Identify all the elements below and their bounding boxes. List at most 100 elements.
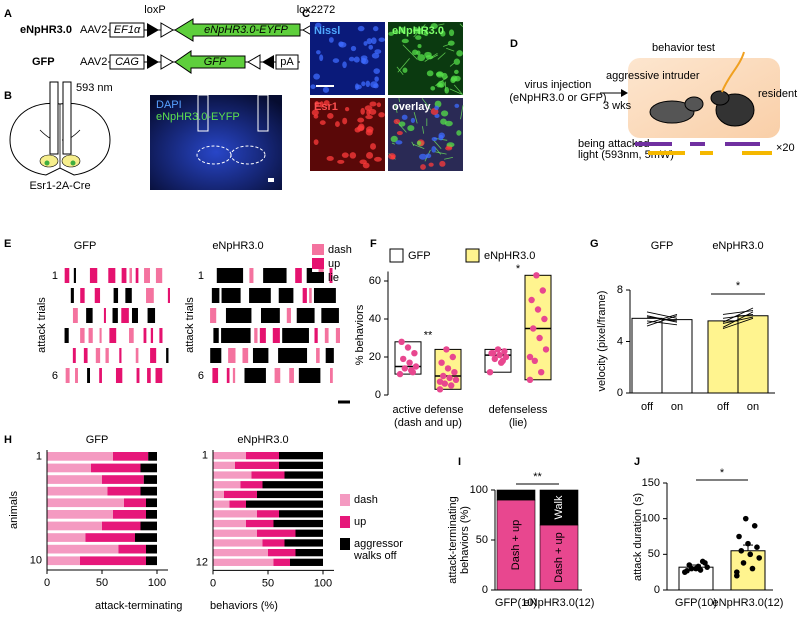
data-point bbox=[496, 351, 503, 359]
raster-event bbox=[103, 308, 106, 323]
data-point bbox=[738, 547, 745, 554]
cell bbox=[431, 136, 438, 142]
y-tick-label: 1 bbox=[36, 450, 42, 462]
cell bbox=[430, 86, 436, 91]
bar-segment bbox=[135, 533, 157, 542]
raster-event bbox=[125, 288, 132, 303]
data-point bbox=[740, 560, 747, 566]
y-tick-label: 20 bbox=[369, 351, 381, 363]
legend-swatch bbox=[465, 248, 480, 263]
data-point bbox=[533, 272, 540, 279]
bar-segment bbox=[213, 461, 235, 469]
cell bbox=[415, 35, 422, 40]
data-point bbox=[499, 357, 506, 364]
x-tick-label: (dash and up) bbox=[394, 417, 462, 429]
bar-segment bbox=[268, 549, 296, 557]
raster-event bbox=[316, 348, 320, 363]
bar-segment bbox=[273, 558, 290, 566]
bar-segment bbox=[213, 490, 224, 499]
data-point bbox=[396, 370, 404, 378]
panel-label: I bbox=[458, 456, 461, 468]
bar-segment bbox=[539, 489, 579, 526]
cell bbox=[420, 164, 426, 170]
data-point bbox=[734, 569, 740, 575]
raster-event bbox=[87, 368, 91, 383]
wavelength: 593 nm bbox=[76, 82, 113, 94]
panel-b: 593 nm Esr1-2A-Cre DAPI eNpHR3.0-EYFP bbox=[9, 81, 282, 192]
bar-segment bbox=[213, 549, 268, 557]
annotation: * bbox=[516, 263, 521, 275]
fiber-signal bbox=[434, 151, 447, 155]
cell bbox=[371, 37, 377, 45]
bar-segment bbox=[279, 452, 323, 460]
fiber-signal bbox=[422, 126, 425, 134]
bar-segment bbox=[229, 500, 246, 508]
trial-label: 6 bbox=[198, 370, 204, 382]
optic-fiber bbox=[49, 81, 59, 155]
cell bbox=[439, 160, 446, 167]
cell bbox=[335, 121, 340, 128]
x-tick-label: eNpHR3.0(12) bbox=[524, 597, 595, 609]
bar-segment bbox=[113, 452, 149, 461]
raster-event bbox=[210, 348, 222, 363]
fiber-signal bbox=[421, 98, 432, 111]
x-tick-label: active defense bbox=[393, 404, 464, 416]
annotation: * bbox=[736, 280, 741, 292]
raster-event bbox=[335, 328, 340, 343]
y-tick-label: 60 bbox=[369, 275, 381, 287]
raster-event bbox=[112, 308, 118, 323]
gene: eNpHR3.0-EYFP bbox=[204, 24, 288, 36]
y-tick-label: 10 bbox=[30, 555, 42, 567]
tile-label: eNpHR3.0 bbox=[392, 25, 444, 37]
bar-segment bbox=[47, 452, 113, 461]
cell bbox=[394, 30, 399, 35]
lox-site bbox=[147, 55, 159, 69]
cell bbox=[396, 131, 403, 136]
cell bbox=[350, 45, 357, 52]
raster-event bbox=[211, 288, 220, 303]
raster-event bbox=[136, 368, 140, 383]
segment-label: Dash + up bbox=[553, 532, 565, 582]
cell bbox=[436, 72, 443, 77]
light-epoch bbox=[742, 151, 772, 155]
bar-segment bbox=[146, 510, 157, 519]
bar-segment bbox=[246, 519, 274, 528]
annotation: * bbox=[720, 467, 725, 479]
bar-segment bbox=[284, 539, 323, 547]
x-tick-label: 50 bbox=[262, 577, 274, 589]
raster-event bbox=[252, 348, 269, 363]
y-tick-label: 8 bbox=[617, 284, 623, 296]
cell bbox=[447, 40, 455, 46]
bar-segment bbox=[47, 533, 86, 542]
raster-event bbox=[147, 368, 151, 383]
raster-event bbox=[167, 288, 170, 303]
raster-event bbox=[121, 268, 127, 283]
cell bbox=[365, 129, 373, 136]
cell bbox=[327, 112, 334, 119]
attack-epoch bbox=[690, 142, 705, 146]
cells bbox=[44, 160, 50, 166]
attack-epoch bbox=[635, 142, 672, 146]
cell bbox=[436, 82, 442, 88]
data-point bbox=[528, 296, 535, 304]
fiber-track bbox=[257, 94, 269, 132]
cell bbox=[453, 58, 461, 65]
raster-event bbox=[321, 308, 339, 323]
raster-event bbox=[228, 348, 236, 363]
cell bbox=[417, 44, 422, 49]
legend-label: GFP bbox=[408, 250, 431, 262]
cell bbox=[326, 155, 334, 161]
injection-label: (eNpHR3.0 or GFP) bbox=[509, 92, 606, 104]
raster-event bbox=[105, 348, 109, 363]
cell bbox=[323, 100, 330, 106]
injection-label: virus injection bbox=[525, 79, 592, 91]
fiber-signal bbox=[446, 47, 455, 52]
trial-label: 6 bbox=[52, 370, 58, 382]
raster-event bbox=[324, 328, 329, 343]
cell bbox=[365, 114, 373, 120]
bar-segment bbox=[496, 499, 536, 591]
segment-label: Dash + up bbox=[510, 520, 522, 570]
cell bbox=[456, 50, 463, 57]
cell bbox=[360, 107, 365, 115]
polya-box bbox=[275, 54, 299, 70]
